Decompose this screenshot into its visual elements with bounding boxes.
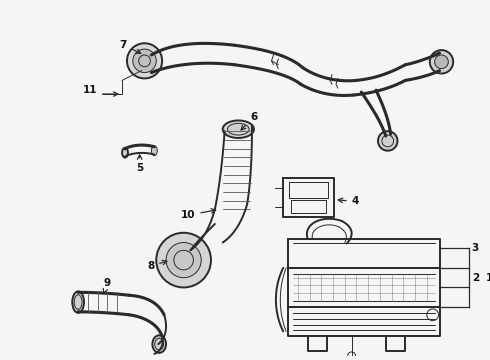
Ellipse shape <box>151 146 157 156</box>
Text: 11: 11 <box>83 85 98 95</box>
Circle shape <box>435 55 448 69</box>
Text: 1: 1 <box>486 273 490 283</box>
Ellipse shape <box>73 291 84 313</box>
Text: 6: 6 <box>241 112 257 130</box>
Text: 2: 2 <box>472 273 479 283</box>
Ellipse shape <box>122 148 128 158</box>
Ellipse shape <box>152 335 166 353</box>
Circle shape <box>127 43 162 78</box>
Circle shape <box>430 50 453 73</box>
Text: 7: 7 <box>120 40 141 53</box>
Text: 4: 4 <box>338 197 359 207</box>
Circle shape <box>378 131 397 151</box>
Text: 5: 5 <box>136 155 143 173</box>
Circle shape <box>133 49 156 73</box>
Text: 9: 9 <box>103 278 111 293</box>
Text: 3: 3 <box>472 243 479 253</box>
Circle shape <box>166 243 201 278</box>
Text: 8: 8 <box>147 260 167 271</box>
Text: 10: 10 <box>181 209 216 220</box>
Circle shape <box>156 233 211 287</box>
Ellipse shape <box>222 121 254 138</box>
